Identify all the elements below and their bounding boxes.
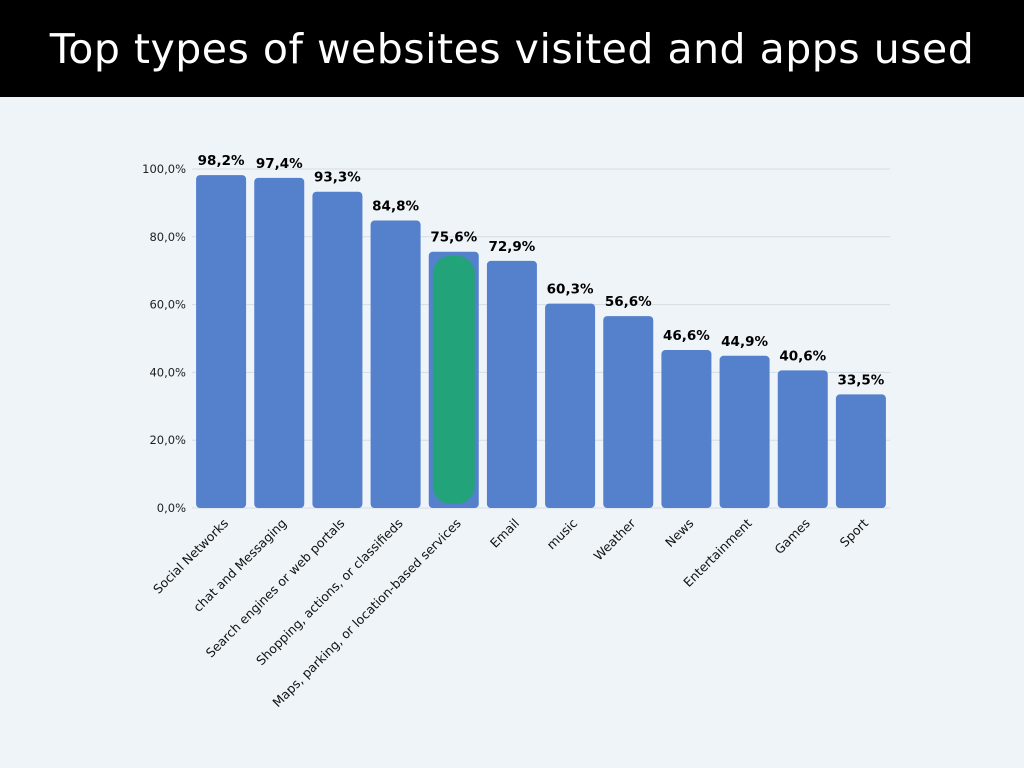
x-category-label: Email — [487, 516, 522, 551]
x-category-label: Sport — [837, 515, 871, 549]
bar — [661, 350, 712, 508]
value-label: 40,6% — [779, 348, 826, 364]
bar — [545, 303, 596, 508]
x-category-label: Games — [771, 516, 813, 558]
y-tick-label: 0,0% — [157, 501, 186, 515]
bars — [196, 175, 886, 509]
value-label: 56,6% — [605, 294, 652, 310]
bar — [370, 220, 421, 508]
value-label: 75,6% — [430, 230, 477, 246]
value-label: 72,9% — [488, 239, 535, 255]
value-label: 44,9% — [721, 334, 768, 350]
value-label: 98,2% — [198, 153, 245, 169]
page-title: Top types of websites visited and apps u… — [49, 24, 975, 73]
x-category-label: music — [543, 515, 580, 552]
bar — [486, 260, 537, 508]
bar — [196, 175, 247, 509]
x-category-label: News — [662, 516, 696, 550]
x-category-label: Weather — [591, 515, 639, 563]
bar — [777, 370, 828, 508]
bar — [835, 394, 886, 508]
bar — [312, 191, 363, 508]
y-tick-label: 80,0% — [149, 230, 186, 244]
value-label: 60,3% — [547, 282, 594, 298]
grid-lines — [192, 168, 890, 509]
bar — [254, 177, 305, 508]
y-tick-label: 40,0% — [149, 365, 186, 379]
bar-highlight — [432, 255, 475, 504]
bar — [603, 316, 654, 508]
y-tick-label: 60,0% — [149, 298, 186, 312]
value-labels: 98,2% 97,4% 93,3% 84,8% 75,6% 72,9% 60,3% 56,6%… — [198, 153, 885, 388]
value-label: 93,3% — [314, 170, 361, 186]
value-label: 84,8% — [372, 199, 419, 215]
value-label: 33,5% — [837, 372, 884, 388]
title-bar: Top types of websites visited and apps u… — [0, 0, 1024, 97]
bar — [719, 355, 770, 508]
value-label: 46,6% — [663, 328, 710, 344]
y-tick-label: 20,0% — [149, 433, 186, 447]
value-label: 97,4% — [256, 156, 303, 172]
y-tick-label: 100,0% — [142, 162, 186, 176]
y-axis-ticks: 0,0% 20,0% 40,0% 60,0% 80,0% 100,0% — [142, 162, 186, 515]
